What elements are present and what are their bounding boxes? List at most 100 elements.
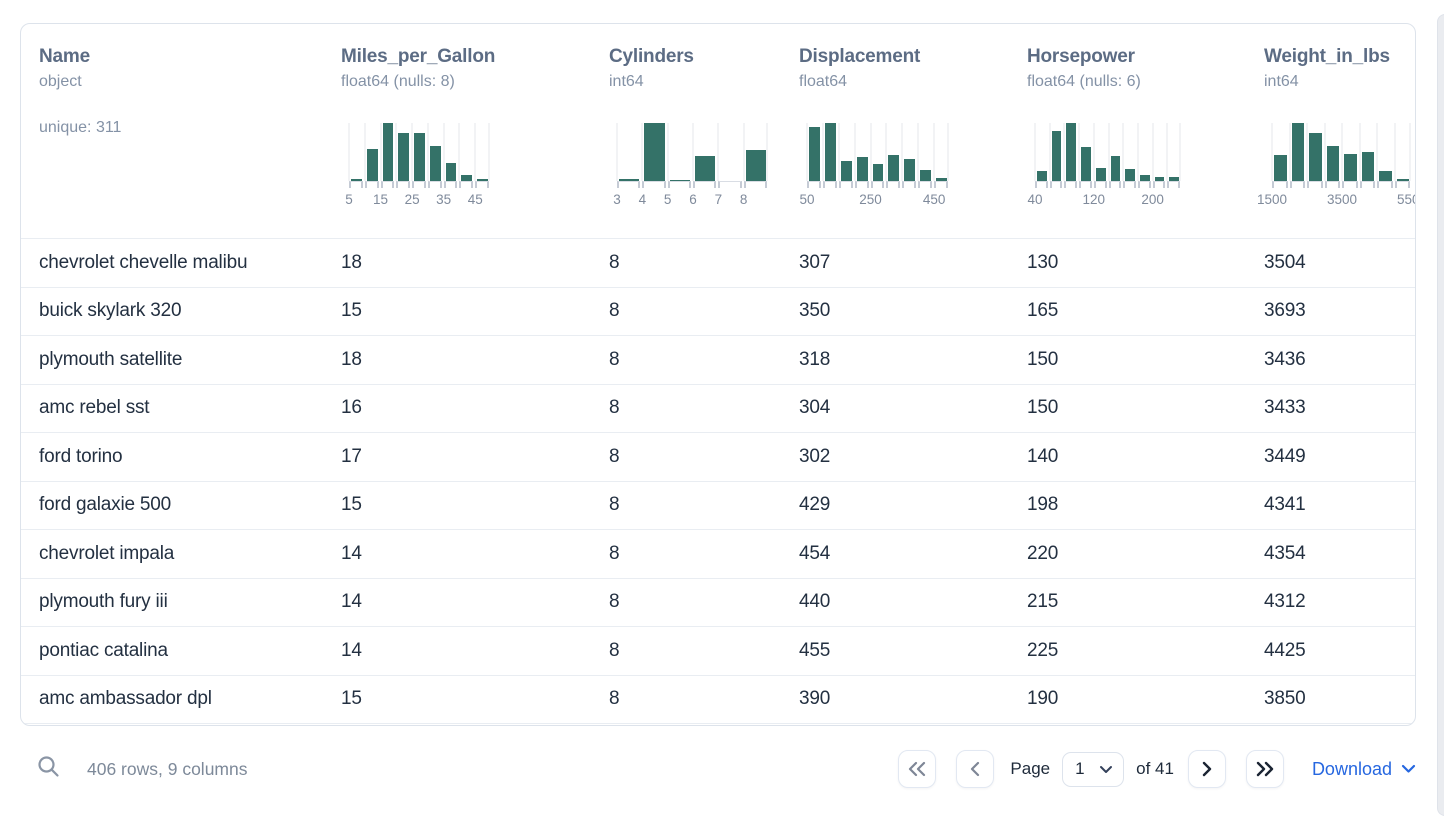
download-button[interactable]: Download	[1312, 759, 1416, 780]
next-page-button[interactable]	[1187, 750, 1226, 788]
histogram-bin	[474, 123, 490, 181]
cell-Displacement: 307	[799, 251, 831, 273]
histogram-bar	[644, 123, 665, 181]
axis-tick-label: 40	[1027, 192, 1043, 207]
histogram-bin	[853, 123, 870, 181]
table-row[interactable]: ford galaxie 500 15 8 429 198 4341	[21, 482, 1415, 530]
histogram-bin	[1271, 123, 1289, 181]
histogram-bar	[461, 175, 473, 181]
histogram-bin	[1393, 123, 1412, 181]
column-type: float64 (nulls: 8)	[341, 73, 455, 90]
column-title: Weight_in_lbs	[1264, 46, 1390, 67]
histogram-bin	[691, 123, 717, 181]
histogram-axis-labels: 40 120 200	[1027, 192, 1181, 210]
axis-tick	[667, 181, 691, 188]
cell-Miles_per_Gallon: 14	[341, 591, 362, 613]
cell-Miles_per_Gallon: 14	[341, 639, 362, 661]
histogram-bar	[824, 123, 836, 181]
histogram-bar	[1396, 179, 1409, 181]
histogram-bar	[745, 150, 766, 181]
axis-tick-label: 8	[739, 192, 748, 207]
axis-tick-label: 15	[373, 192, 389, 207]
histogram-bin	[1306, 123, 1324, 181]
cell-Weight_in_lbs: 3504	[1264, 251, 1306, 273]
histogram-bin	[348, 123, 364, 181]
axis-tick	[1289, 181, 1305, 188]
histogram-bin	[379, 123, 396, 181]
cell-Name: plymouth satellite	[39, 348, 183, 370]
cell-Weight_in_lbs: 3436	[1264, 348, 1306, 370]
cell-Name: amc rebel sst	[39, 397, 150, 419]
histogram-bin	[717, 123, 742, 181]
axis-tick-label: 450	[922, 192, 946, 207]
previous-page-button[interactable]	[956, 750, 995, 788]
cell-Weight_in_lbs: 3449	[1264, 445, 1306, 467]
axis-tick	[459, 181, 474, 188]
page-number-select[interactable]: 1	[1062, 751, 1125, 787]
axis-tick-label: 3500	[1326, 192, 1358, 207]
histogram-bar	[1051, 131, 1062, 181]
cell-Cylinders: 8	[609, 445, 620, 467]
cell-Name: ford galaxie 500	[39, 494, 172, 516]
footer-bar: 406 rows, 9 columns Page 1 of	[20, 747, 1416, 791]
histogram-bar	[619, 179, 640, 181]
cell-Displacement: 318	[799, 348, 831, 370]
first-page-button[interactable]	[898, 750, 937, 788]
table-row[interactable]: chevrolet impala 14 8 454 220 4354	[21, 530, 1415, 579]
cell-Weight_in_lbs: 3693	[1264, 300, 1306, 322]
histogram-axis	[806, 181, 949, 188]
histogram-bar	[1291, 123, 1304, 181]
histogram-bin	[1107, 123, 1123, 181]
cell-Horsepower: 150	[1027, 348, 1059, 370]
table-row[interactable]: ford torino 17 8 302 140 3449	[21, 433, 1415, 482]
cell-Cylinders: 8	[609, 542, 620, 564]
histogram-bar	[1274, 155, 1287, 181]
histogram-bar	[429, 146, 441, 181]
table-row[interactable]: amc rebel sst 16 8 304 150 3433	[21, 385, 1415, 433]
cell-Displacement: 302	[799, 445, 831, 467]
histogram-axis-labels: 1500 3500 5500	[1257, 192, 1415, 210]
column-title: Displacement	[799, 46, 921, 67]
column-header-Miles_per_Gallon: Miles_per_Gallon float64 (nulls: 8) 5 15 25 3…	[341, 45, 609, 238]
histogram-bar	[920, 170, 932, 181]
axis-tick-label: 5	[345, 192, 353, 207]
axis-tick	[349, 181, 363, 188]
histogram-bar	[1110, 156, 1121, 181]
last-page-button[interactable]	[1245, 750, 1284, 788]
table-body: chevrolet chevelle malibu 18 8 307 130 3504 bu…	[21, 239, 1415, 724]
table-row[interactable]: buick skylark 320 15 8 350 165 3693	[21, 288, 1415, 336]
axis-tick	[380, 181, 395, 188]
histogram-axis-labels: 3 4 5 6 7 8	[613, 192, 768, 210]
table-header-row: Name object unique: 311 Miles_per_Gallon flo…	[21, 24, 1415, 239]
histogram-bar	[872, 164, 884, 181]
histogram-bin	[869, 123, 886, 181]
table-row[interactable]: plymouth satellite 18 8 318 150 3436	[21, 336, 1415, 385]
histogram-bin	[1092, 123, 1108, 181]
axis-tick	[427, 181, 442, 188]
cell-Cylinders: 8	[609, 348, 620, 370]
table-row[interactable]: chevrolet chevelle malibu 18 8 307 130 3504	[21, 239, 1415, 288]
axis-tick	[617, 181, 641, 188]
column-header-Displacement: Displacement float64 50 250 450	[799, 45, 1027, 238]
axis-tick	[1035, 181, 1048, 188]
table-row[interactable]: amc ambassador dpl 15 8 390 190 3850	[21, 676, 1415, 724]
cell-Displacement: 390	[799, 688, 831, 710]
cell-Displacement: 455	[799, 639, 831, 661]
column-type: int64	[609, 73, 644, 90]
axis-tick	[692, 181, 717, 188]
table-row[interactable]: plymouth fury iii 14 8 440 215 4312	[21, 579, 1415, 627]
search-icon[interactable]	[36, 754, 61, 784]
axis-tick	[443, 181, 458, 188]
cell-Name: plymouth fury iii	[39, 591, 168, 613]
histogram-bar	[1095, 168, 1106, 181]
axis-tick-label: 35	[436, 192, 452, 207]
column-unique-count: unique: 311	[39, 119, 122, 136]
histogram-bin	[1122, 123, 1137, 181]
chevron-down-icon	[1401, 764, 1416, 773]
histogram-Miles_per_Gallon: 5 15 25 35 45	[345, 123, 490, 210]
histogram-bin	[1341, 123, 1359, 181]
column-header-Name: Name object unique: 311	[39, 45, 341, 238]
table-row[interactable]: pontiac catalina 14 8 455 225 4425	[21, 627, 1415, 676]
axis-tick	[1137, 181, 1151, 188]
histogram-bin	[1048, 123, 1064, 181]
